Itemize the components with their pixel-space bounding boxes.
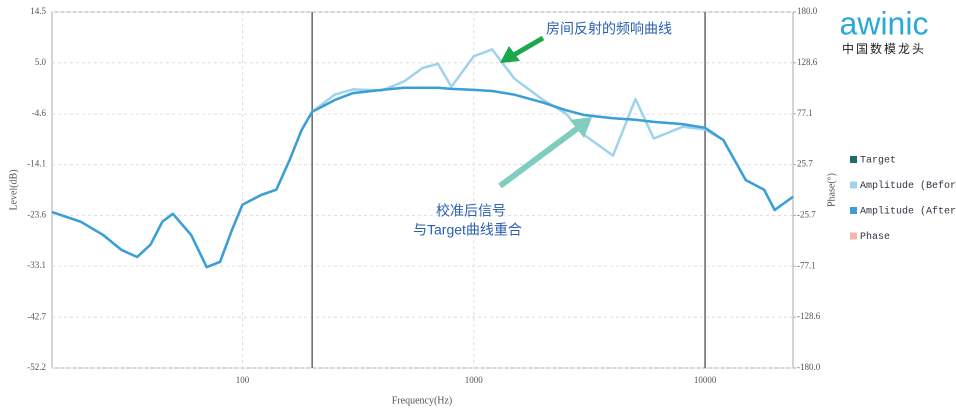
y2-tick-label: -180.0: [797, 362, 821, 372]
y-tick-label: 14.5: [30, 6, 46, 16]
y-tick-label: 5.0: [35, 57, 47, 67]
y-tick-label: -23.6: [27, 209, 46, 219]
y-tick-label: -4.6: [32, 108, 47, 118]
grid: [52, 11, 796, 369]
y-axis-label: Level(dB): [8, 169, 19, 210]
annotation: 校准后信号: [436, 203, 506, 219]
legend: Target Amplitude (Before) Amplitude (After…: [850, 156, 956, 243]
y-tick-label: -42.7: [27, 311, 46, 321]
legend-swatch: [850, 156, 857, 163]
y2-tick-label: 180.0: [797, 6, 818, 16]
annotation: 与Target曲线重合: [413, 222, 522, 238]
y2-tick-label: -25.7: [797, 209, 816, 219]
arrow: [498, 117, 592, 189]
x-tick-label: 100: [236, 375, 250, 385]
legend-label: Target: [860, 156, 896, 167]
logo-tagline: 中国数模龙头: [842, 41, 926, 56]
x-tick-label: 1000: [465, 375, 484, 385]
legend-label: Phase: [860, 231, 890, 243]
y2-axis-label: Phase(°): [826, 173, 837, 207]
y-tick-label: -14.1: [27, 159, 46, 169]
lines: [51, 48, 794, 269]
y2-tick-label: -77.1: [797, 260, 816, 270]
legend-swatch: [850, 181, 857, 189]
arrow: [500, 35, 545, 63]
legend-swatch: [850, 232, 857, 240]
x-tick-label: 10000: [694, 375, 717, 385]
legend-swatch: [850, 207, 857, 214]
y2-tick-label: -128.6: [797, 311, 821, 321]
y2-tick-label: 25.7: [797, 159, 813, 169]
x-axis-label: Frequency(Hz): [392, 395, 453, 406]
plot-area: [51, 11, 794, 369]
y2-tick-label: 77.1: [797, 108, 813, 118]
legend-label: Amplitude (Before): [860, 180, 956, 192]
legend-label: Amplitude (After): [860, 206, 956, 218]
logo: awinic: [840, 5, 929, 41]
annotation: 房间反射的频响曲线: [546, 21, 672, 37]
y-tick-label: -33.1: [27, 260, 46, 270]
y2-tick-label: 128.6: [797, 57, 818, 67]
y-tick-label: -52.2: [27, 362, 46, 372]
series-line: [51, 86, 794, 269]
